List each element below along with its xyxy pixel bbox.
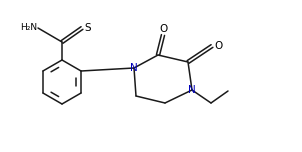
Text: N: N [130,63,138,73]
Text: S: S [84,23,91,33]
Text: H₂N: H₂N [20,24,37,33]
Text: O: O [214,41,222,51]
Text: N: N [188,85,196,95]
Text: O: O [159,24,167,34]
